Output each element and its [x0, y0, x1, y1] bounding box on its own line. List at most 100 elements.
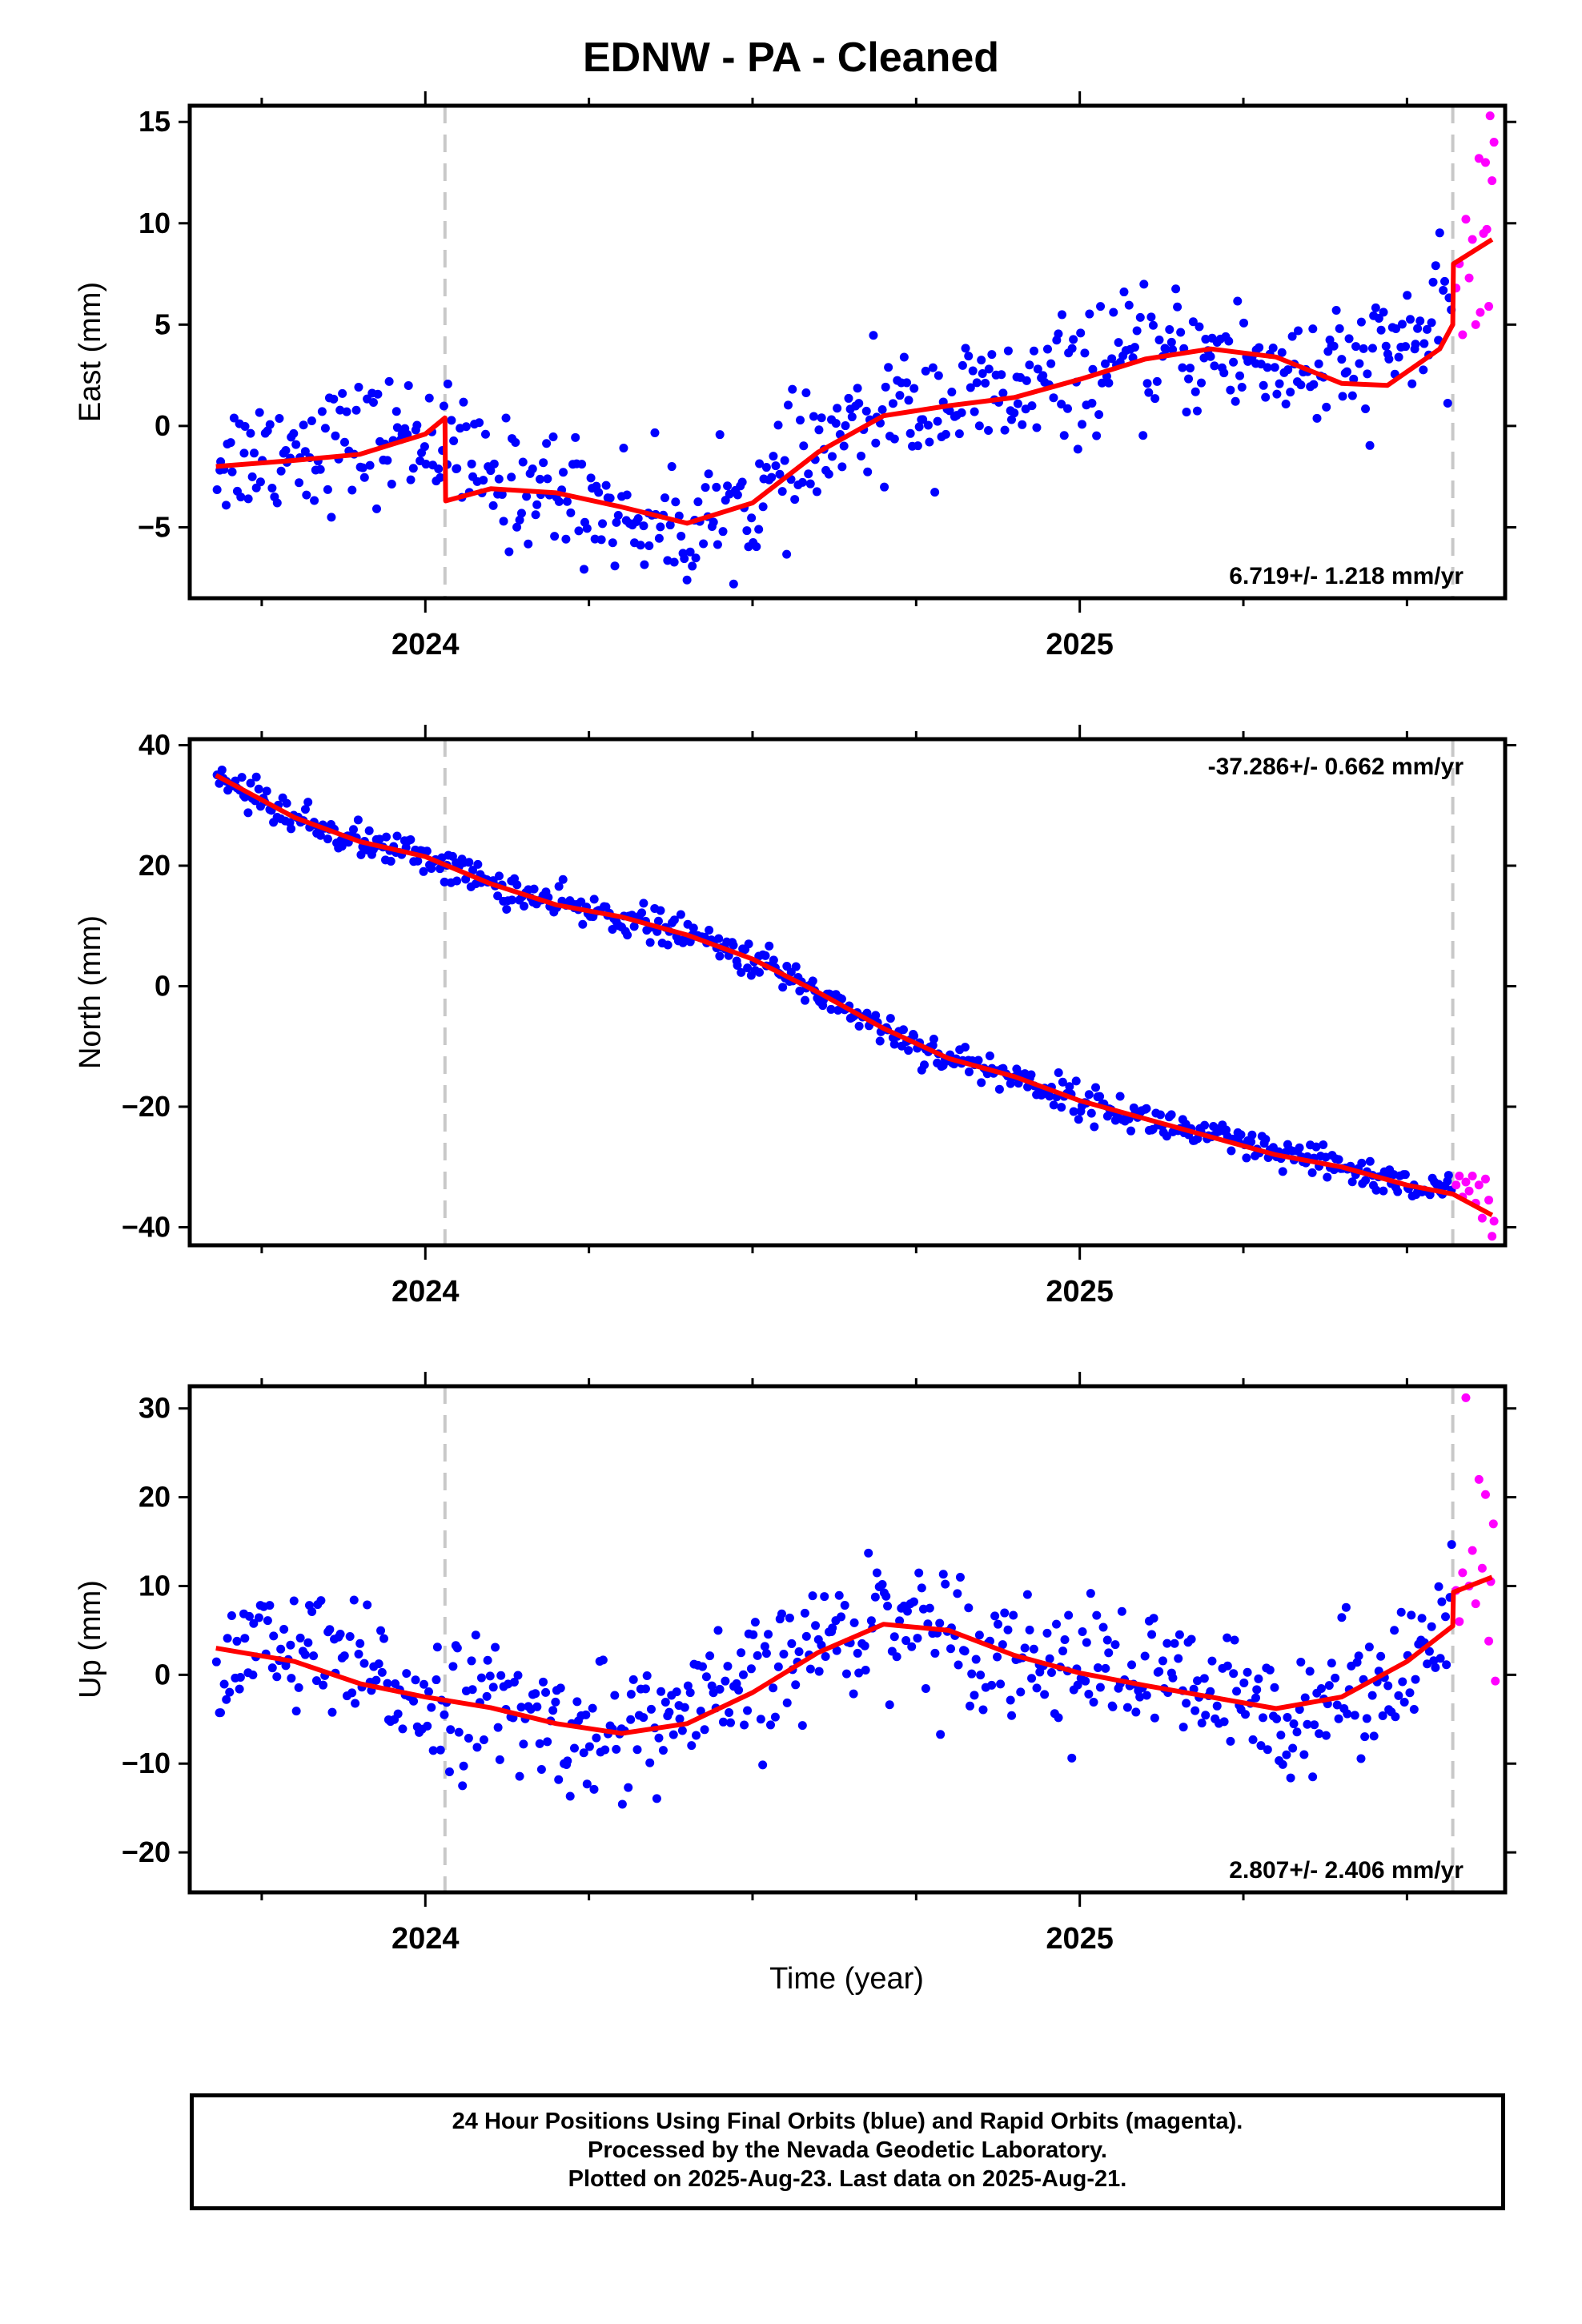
- final-orbit-point: [345, 1632, 355, 1642]
- final-orbit-point: [511, 437, 520, 447]
- final-orbit-point: [565, 1791, 575, 1801]
- final-orbit-point: [800, 1608, 809, 1618]
- final-orbit-point: [495, 1755, 504, 1764]
- final-orbit-point: [561, 534, 571, 544]
- final-orbit-point: [572, 1697, 582, 1707]
- y-tick-label: −20: [122, 1090, 171, 1123]
- final-orbit-point: [1067, 1753, 1077, 1763]
- final-orbit-point: [1259, 380, 1268, 390]
- final-orbit-point: [1162, 1132, 1171, 1141]
- final-orbit-point: [1397, 320, 1407, 329]
- final-orbit-point: [1356, 317, 1366, 327]
- final-orbit-point: [582, 1779, 592, 1789]
- final-orbit-point: [1224, 336, 1234, 346]
- final-orbit-point: [1221, 1125, 1231, 1135]
- final-orbit-point: [1059, 431, 1069, 440]
- final-orbit-point: [729, 579, 738, 589]
- north-panel: −40 −20 0 20 40 2024 2025 North (mm) -37.286+/- …: [74, 725, 1516, 1309]
- final-orbit-point: [1038, 371, 1048, 380]
- final-orbit-point: [1173, 302, 1182, 312]
- final-orbit-point: [382, 832, 391, 842]
- final-orbit-point: [1154, 336, 1164, 345]
- final-orbit-point: [419, 1679, 428, 1689]
- final-orbit-point: [1110, 1640, 1120, 1650]
- final-orbit-point: [917, 1583, 926, 1593]
- final-orbit-point: [837, 994, 846, 1003]
- final-orbit-point: [1294, 326, 1303, 336]
- final-orbit-point: [1148, 320, 1158, 330]
- chart-title: EDNW - PA - Cleaned: [582, 34, 1000, 81]
- final-orbit-point: [1206, 1687, 1215, 1696]
- final-orbit-point: [452, 1643, 462, 1653]
- final-orbit-point: [1192, 406, 1202, 416]
- final-orbit-point: [1009, 1610, 1018, 1620]
- final-orbit-point: [1429, 1656, 1439, 1666]
- final-orbit-point: [536, 1764, 546, 1774]
- final-orbit-point: [709, 517, 718, 527]
- final-orbit-point: [715, 1684, 725, 1694]
- final-orbit-point: [351, 405, 361, 415]
- final-orbit-point: [863, 467, 873, 476]
- final-orbit-point: [985, 1051, 994, 1060]
- final-orbit-point: [782, 1698, 792, 1707]
- final-orbit-point: [1360, 1732, 1370, 1742]
- final-orbit-point: [734, 1686, 744, 1695]
- model-fit-line: [215, 237, 1494, 526]
- final-orbit-point: [1394, 1691, 1403, 1700]
- final-orbit-point: [1286, 1773, 1295, 1783]
- final-orbit-point: [676, 910, 685, 919]
- final-orbit-point: [796, 416, 805, 425]
- final-orbit-point: [1391, 324, 1401, 334]
- final-orbit-point: [427, 863, 436, 873]
- final-orbit-point: [954, 1660, 963, 1670]
- final-orbit-point: [562, 497, 572, 506]
- final-orbit-point: [1054, 1713, 1063, 1723]
- rapid-orbit-point: [1480, 1490, 1490, 1499]
- final-orbit-point: [432, 1675, 441, 1685]
- final-orbit-point: [1104, 1648, 1114, 1658]
- rapid-orbit-point: [1464, 273, 1474, 283]
- final-orbit-point: [1276, 1731, 1286, 1740]
- final-orbit-point: [1378, 1711, 1387, 1720]
- final-orbit-point: [749, 1630, 758, 1639]
- final-orbit-point: [1045, 1654, 1054, 1663]
- final-orbit-point: [1419, 365, 1428, 375]
- final-orbit-point: [447, 416, 456, 425]
- final-orbit-point: [571, 432, 580, 442]
- final-orbit-point: [1168, 344, 1178, 354]
- rapid-orbit-point: [1474, 1180, 1484, 1190]
- final-orbit-point: [847, 412, 857, 422]
- final-orbit-point: [327, 1707, 337, 1717]
- final-orbit-point: [1343, 1709, 1352, 1719]
- final-orbit-point: [1277, 348, 1287, 357]
- final-orbit-point: [402, 1669, 412, 1679]
- final-orbit-point: [225, 1687, 235, 1697]
- final-orbit-point: [693, 497, 703, 507]
- final-orbit-point: [323, 834, 332, 844]
- final-orbit-point: [1095, 1092, 1105, 1101]
- final-orbit-point: [960, 1647, 970, 1656]
- final-orbit-point: [804, 469, 813, 479]
- final-orbit-point: [255, 477, 265, 487]
- final-orbit-point: [733, 490, 742, 500]
- final-orbit-point: [645, 1758, 655, 1767]
- final-orbit-point: [590, 534, 600, 544]
- final-orbit-point: [235, 1684, 244, 1694]
- final-orbit-point: [737, 967, 746, 977]
- x-tick-label: 2024: [391, 1275, 460, 1309]
- final-orbit-point: [516, 1703, 526, 1712]
- final-orbit-point: [723, 1662, 733, 1671]
- final-orbit-point: [941, 429, 950, 439]
- final-orbit-point: [598, 519, 608, 529]
- final-orbit-point: [325, 1625, 335, 1634]
- final-orbit-point: [1010, 408, 1019, 418]
- final-orbit-point: [700, 1725, 709, 1735]
- final-orbit-point: [1232, 1687, 1242, 1696]
- final-orbit-point: [923, 420, 933, 430]
- rate-annotation: 6.719+/- 1.218 mm/yr: [1229, 563, 1464, 589]
- final-orbit-point: [737, 477, 747, 487]
- final-orbit-point: [1138, 431, 1148, 440]
- final-orbit-point: [363, 1600, 372, 1610]
- final-orbit-point: [871, 438, 881, 448]
- final-orbit-point: [1025, 360, 1034, 370]
